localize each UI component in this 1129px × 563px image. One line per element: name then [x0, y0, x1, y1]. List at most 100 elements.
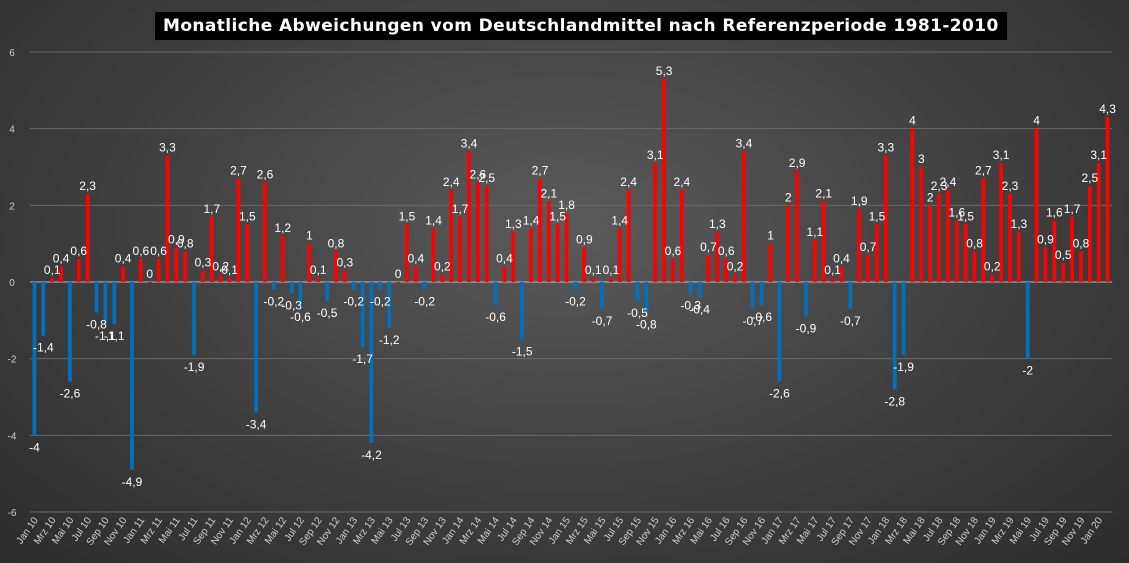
bar	[626, 190, 631, 282]
chart-title: Monatliche Abweichungen vom Deutschlandm…	[155, 12, 1007, 40]
bar	[963, 224, 968, 282]
data-label: 0,3	[337, 256, 354, 270]
bar	[946, 190, 950, 282]
bar	[999, 163, 1004, 282]
bar	[839, 266, 844, 282]
bar	[165, 155, 170, 282]
bar	[759, 282, 764, 305]
bar	[76, 259, 81, 282]
data-label: -2	[1022, 364, 1033, 378]
bar	[1034, 128, 1039, 282]
bar	[227, 278, 232, 282]
data-label: 2,4	[620, 175, 637, 189]
bar	[857, 209, 862, 282]
data-label: 1,3	[505, 217, 522, 231]
bar	[458, 216, 463, 282]
bar	[147, 282, 152, 283]
bar	[564, 213, 569, 282]
bar	[804, 282, 808, 317]
bar	[1043, 247, 1048, 282]
bar	[484, 186, 489, 282]
bar	[883, 155, 888, 282]
bar	[910, 128, 915, 282]
bar	[467, 151, 471, 282]
data-label: -2,6	[60, 387, 81, 401]
bar	[919, 167, 924, 282]
data-label: 0,6	[718, 244, 735, 258]
bar	[892, 282, 897, 390]
data-label: 1,6	[948, 206, 965, 220]
data-label: 0,4	[115, 252, 132, 266]
bar	[440, 274, 445, 282]
bar	[316, 278, 321, 282]
bar	[360, 282, 365, 348]
data-label: -1,9	[893, 360, 914, 374]
bar	[1087, 186, 1092, 282]
bar	[218, 274, 223, 282]
data-label: 0,1	[603, 263, 620, 277]
data-label: 3	[918, 152, 925, 166]
bar	[130, 282, 134, 470]
bar	[786, 205, 791, 282]
data-label: -0,8	[86, 318, 107, 332]
data-label: 3,4	[461, 137, 478, 151]
bar	[928, 205, 933, 282]
data-label: -0,6	[485, 310, 506, 324]
data-label: 1,1	[807, 225, 824, 239]
data-label: 0,1	[221, 263, 238, 277]
bar	[413, 266, 418, 282]
data-label: 2	[785, 190, 792, 204]
data-label: -0,2	[370, 295, 391, 309]
data-label: 0,4	[53, 252, 70, 266]
data-label: 0,4	[496, 252, 513, 266]
data-label: 1,5	[549, 210, 566, 224]
data-label: -3,4	[246, 417, 267, 431]
data-label: -1,5	[512, 345, 533, 359]
bar	[263, 182, 267, 282]
data-label: -4,9	[122, 475, 143, 489]
data-label: 0,4	[407, 252, 424, 266]
data-label: 2,3	[1002, 179, 1019, 193]
bar	[431, 228, 436, 282]
bar	[1079, 251, 1083, 282]
bar	[609, 278, 613, 282]
data-label: 3,3	[878, 141, 895, 155]
bar	[502, 266, 507, 282]
data-label: -4,2	[361, 448, 382, 462]
data-label: 1,8	[558, 198, 575, 212]
bar	[378, 282, 383, 290]
bar	[138, 259, 143, 282]
data-label: 1,6	[1046, 206, 1063, 220]
data-label: 3,1	[993, 148, 1010, 162]
data-label: -1,7	[352, 352, 373, 366]
data-label: -0,8	[636, 318, 657, 332]
bar	[1070, 216, 1074, 282]
data-label: -0,2	[565, 295, 586, 309]
bar	[476, 182, 480, 282]
data-label: -0,6	[290, 310, 311, 324]
bar	[813, 239, 817, 282]
data-label: 1	[767, 229, 774, 243]
bar	[192, 282, 196, 355]
data-label: -1,1	[104, 329, 125, 343]
data-label: 2,9	[789, 156, 806, 170]
data-label: 0,9	[168, 233, 185, 247]
bar	[325, 282, 329, 302]
data-label: -0,2	[414, 295, 435, 309]
bar	[236, 178, 241, 282]
data-label: 0,8	[328, 236, 345, 250]
data-label: -0,4	[689, 302, 710, 316]
data-label: -4	[29, 440, 40, 454]
bar	[901, 282, 906, 355]
data-label: -0,5	[317, 306, 338, 320]
data-label: 0,6	[133, 244, 150, 258]
bar	[644, 282, 649, 313]
bar	[937, 193, 941, 282]
data-label: 2,4	[940, 175, 957, 189]
bar	[1008, 193, 1012, 282]
bar	[653, 163, 658, 282]
data-label: 0,6	[70, 244, 87, 258]
data-label: 0	[395, 267, 402, 281]
bar	[68, 282, 72, 382]
data-label: 0,3	[195, 256, 212, 270]
